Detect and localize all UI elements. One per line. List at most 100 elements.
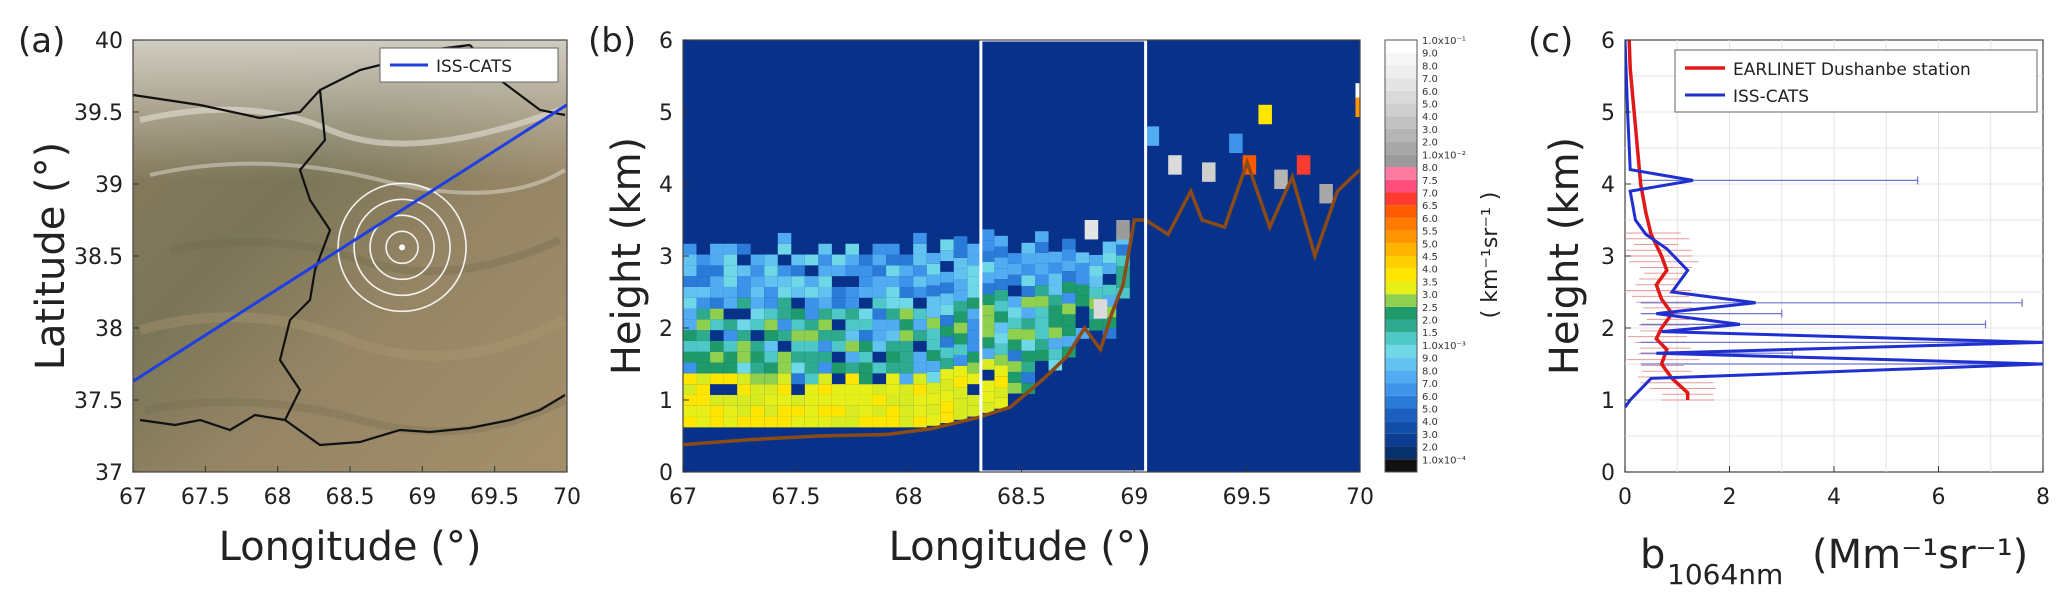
heatmap-cell (1048, 294, 1063, 306)
heatmap-cell (953, 409, 968, 420)
colorbar-tick-label: 8.0 (1422, 61, 1438, 72)
heatmap-cell (967, 373, 981, 385)
y-tick-label: 2 (659, 317, 673, 342)
heatmap-cell (1007, 263, 1022, 275)
heatmap-cell (940, 239, 954, 251)
heatmap-cell (777, 351, 792, 363)
heatmap-cell (696, 276, 711, 287)
colorbar-segment (1385, 154, 1417, 168)
heatmap-cell (831, 265, 846, 277)
y-tick-label: 39 (95, 173, 123, 198)
heatmap-cell (818, 394, 832, 406)
heatmap-cell (940, 315, 954, 326)
heatmap-cell (818, 243, 832, 255)
heatmap-cell (1048, 359, 1063, 371)
heatmap-cell (940, 358, 954, 370)
colorbar-frame (1384, 39, 1418, 473)
heatmap-cell (1075, 263, 1090, 274)
colorbar-segment (1385, 433, 1417, 447)
heatmap-cell (696, 362, 711, 374)
range-ring (369, 214, 435, 281)
heatmap-cell (737, 286, 751, 298)
colorbar-tick-label: 5.5 (1422, 227, 1438, 238)
heatmap-cell (1102, 328, 1117, 339)
heatmap-cell (872, 276, 887, 287)
heatmap-cell (723, 394, 738, 406)
heatmap-cell (967, 265, 981, 277)
colorbar-unit: ( km⁻¹sr⁻¹ ) (1478, 192, 1503, 319)
heatmap-cell (710, 265, 724, 277)
country-border (284, 394, 566, 447)
heatmap-cell (764, 254, 778, 266)
heatmap-cell (913, 319, 927, 331)
heatmap-cell (683, 394, 697, 406)
heatmap-cell (1145, 126, 1160, 146)
colorbar-segment (1385, 332, 1417, 345)
heatmap-cell (953, 322, 968, 334)
heatmap-cell (723, 416, 738, 428)
y-axis-title: Latitude (°) (28, 142, 74, 371)
heatmap-cell (1035, 296, 1049, 307)
heatmap-cell (818, 384, 832, 395)
heatmap-cell (953, 365, 968, 377)
heatmap-cell (913, 405, 927, 417)
heatmap-cell (737, 265, 751, 277)
heatmap-cell (967, 308, 981, 320)
heatmap-cell (777, 330, 792, 341)
x-axis-title: Longitude (°) (219, 524, 482, 570)
heatmap-cell (1048, 348, 1063, 360)
heatmap-cell (804, 394, 819, 406)
heatmap-cell (994, 268, 1008, 280)
heatmap-cell (683, 416, 697, 428)
heatmap-cell (1035, 306, 1049, 318)
heatmap-cell (1021, 318, 1035, 330)
heatmap-cell (845, 286, 859, 298)
heatmap-cell (994, 257, 1008, 269)
heatmap-cell (953, 387, 968, 399)
heatmap-cell (926, 360, 941, 372)
heatmap-cell (1048, 273, 1063, 285)
heatmap-cell (845, 330, 859, 341)
heatmap-cell (818, 297, 832, 309)
x-tick-label: 69 (408, 485, 436, 510)
y-tick-label: 0 (1601, 461, 1615, 486)
heatmap-cell (750, 416, 765, 428)
heatmap-cell (777, 308, 792, 320)
x-tick-label: 69.5 (470, 485, 519, 510)
heatmap-cell (967, 351, 981, 363)
surface-elevation-line (683, 157, 1360, 447)
heatmap-cell (1048, 316, 1063, 328)
y-tick-label: 4 (1601, 173, 1615, 198)
heatmap-cell (804, 362, 819, 374)
heatmap-cell (710, 394, 724, 406)
heatmap-cell (710, 243, 724, 255)
x-tick-label: 67 (119, 485, 147, 510)
heatmap-cell (980, 337, 995, 349)
heatmap-cell (1035, 242, 1049, 253)
heatmap-cell (750, 308, 765, 320)
heatmap-cell (777, 362, 792, 374)
heatmap-cell (899, 254, 914, 266)
legend-label: EARLINET Dushanbe station (1733, 60, 1971, 80)
heatmap-cell (845, 373, 859, 385)
heatmap-cell (994, 235, 1008, 247)
heatmap-cell (1007, 317, 1022, 329)
heatmap-cell (872, 265, 887, 277)
heatmap-cell (1116, 287, 1130, 299)
x-tick-label: 2 (1723, 485, 1737, 510)
heatmap-cell (1048, 305, 1063, 317)
x-axis-title: Longitude (°) (889, 524, 1152, 570)
heatmap-cell (1084, 220, 1099, 240)
heatmap-cell (791, 340, 805, 352)
colorbar-tick-label: 7.0 (1422, 188, 1438, 199)
heatmap-cell (980, 402, 995, 413)
colorbar-segment (1385, 370, 1417, 384)
heatmap-cell (1062, 271, 1076, 282)
colorbar-segment (1385, 52, 1417, 66)
heatmap-cell (994, 333, 1008, 344)
heatmap-cell (940, 336, 954, 348)
heatmap-cell (913, 243, 927, 255)
heatmap-cell (710, 362, 724, 374)
x-tick-label: 8 (2036, 485, 2050, 510)
colorbar-segment (1385, 281, 1417, 295)
